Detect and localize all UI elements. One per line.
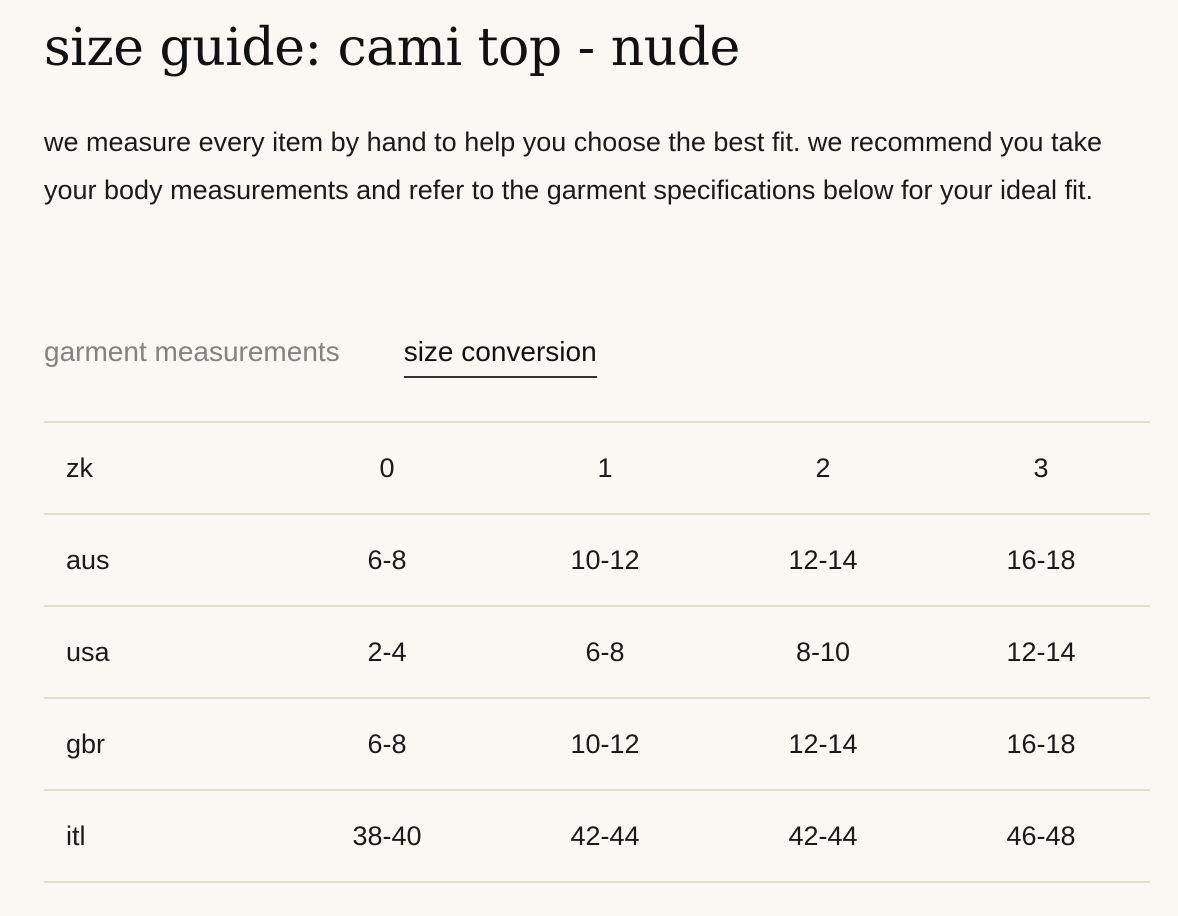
tab-garment-measurements[interactable]: garment measurements [44, 336, 340, 367]
size-cell: 6-8 [278, 513, 496, 606]
size-guide-description: we measure every item by hand to help yo… [44, 127, 1103, 205]
size-conversion-table: zk 0 1 2 3 aus 6-8 10-12 12-14 16-18 usa 2-4 6-8 8-10… [44, 421, 1150, 883]
size-cell: 38-40 [278, 789, 496, 883]
size-cell: 8-10 [714, 605, 932, 698]
size-cell: 2-4 [278, 605, 496, 698]
tab-bar: garment measurements size conversion [44, 336, 597, 378]
table-row: usa 2-4 6-8 8-10 12-14 [44, 605, 1150, 698]
size-cell: 6-8 [278, 697, 496, 790]
row-label: usa [44, 605, 278, 698]
size-cell: 1 [496, 421, 714, 514]
table-row: gbr 6-8 10-12 12-14 16-18 [44, 697, 1150, 790]
size-cell: 12-14 [714, 513, 932, 606]
size-cell: 42-44 [714, 789, 932, 883]
row-label: aus [44, 513, 278, 606]
table-row: aus 6-8 10-12 12-14 16-18 [44, 513, 1150, 606]
table-row: zk 0 1 2 3 [44, 421, 1150, 514]
size-cell: 10-12 [496, 697, 714, 790]
size-cell: 16-18 [932, 697, 1150, 790]
size-cell: 12-14 [932, 605, 1150, 698]
size-cell: 0 [278, 421, 496, 514]
size-cell: 16-18 [932, 513, 1150, 606]
table-row: itl 38-40 42-44 42-44 46-48 [44, 789, 1150, 883]
size-cell: 3 [932, 421, 1150, 514]
size-cell: 10-12 [496, 513, 714, 606]
size-cell: 6-8 [496, 605, 714, 698]
tab-size-conversion[interactable]: size conversion [403, 336, 597, 378]
size-cell: 2 [714, 421, 932, 514]
row-label: zk [44, 421, 278, 514]
row-label: gbr [44, 697, 278, 790]
row-label: itl [44, 789, 278, 883]
page-title: size guide: cami top - nude [44, 18, 740, 78]
size-cell: 12-14 [714, 697, 932, 790]
size-cell: 42-44 [496, 789, 714, 883]
size-cell: 46-48 [932, 789, 1150, 883]
